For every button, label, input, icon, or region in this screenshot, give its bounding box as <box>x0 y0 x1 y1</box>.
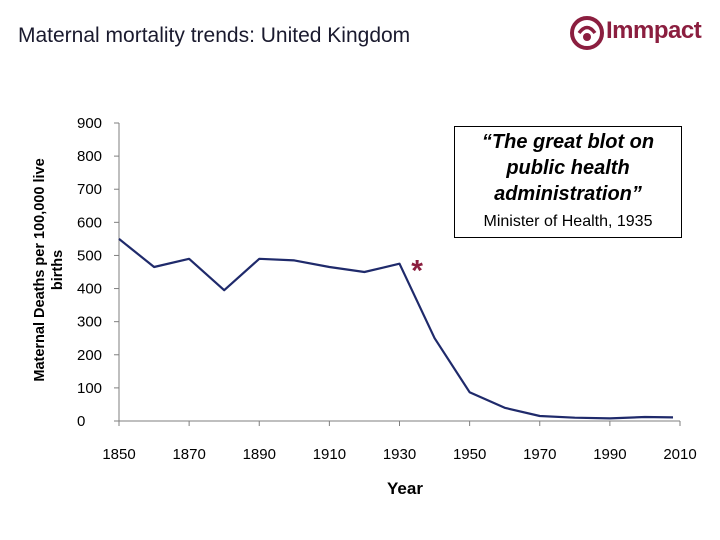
y-tick-label: 200 <box>77 347 102 364</box>
immpact-logo: Immpact <box>570 14 710 54</box>
logo-text: Immpact <box>606 17 702 44</box>
series-line <box>118 238 674 420</box>
y-tick-label: 500 <box>77 247 102 264</box>
x-tick-label: 1950 <box>453 446 486 463</box>
logo-swirl-icon <box>570 16 604 50</box>
x-tick-label: 1890 <box>243 446 276 463</box>
x-ticks: 1850 1870 1890 1910 1930 1950 1970 1990 2010 <box>102 421 697 463</box>
y-ticks: 0 100 200 300 400 500 600 700 800 900 <box>77 115 119 430</box>
x-tick-label: 1910 <box>313 446 346 463</box>
y-tick-label: 700 <box>77 181 102 198</box>
y-tick-label: 800 <box>77 148 102 165</box>
callout-attribution: Minister of Health, 1935 <box>483 213 653 230</box>
callout-quote: “The great blot on public health adminis… <box>481 131 655 205</box>
y-tick-label: 0 <box>77 413 85 430</box>
x-axis-title: Year <box>387 479 423 498</box>
y-tick-label: 600 <box>77 214 102 231</box>
y-tick-label: 900 <box>77 115 102 132</box>
y-tick-label: 300 <box>77 314 102 331</box>
y-tick-label: 400 <box>77 281 102 298</box>
series-group <box>118 238 674 420</box>
y-axis-title-line1: Maternal Deaths per 100,000 live <box>32 158 48 381</box>
y-axis-title-line2: births <box>50 250 66 290</box>
x-tick-label: 1850 <box>102 446 135 463</box>
asterisk-annotation: * <box>411 255 423 288</box>
x-tick-label: 1930 <box>383 446 416 463</box>
annotations: * <box>411 255 423 288</box>
y-tick-label: 100 <box>77 380 102 397</box>
x-tick-label: 1870 <box>172 446 205 463</box>
quote-callout: “The great blot on public health adminis… <box>454 126 682 238</box>
page-title: Maternal mortality trends: United Kingdo… <box>18 24 411 47</box>
x-tick-label: 1990 <box>593 446 626 463</box>
y-axis-title: Maternal Deaths per 100,000 live births <box>32 158 66 381</box>
x-tick-label: 2010 <box>663 446 696 463</box>
x-tick-label: 1970 <box>523 446 556 463</box>
